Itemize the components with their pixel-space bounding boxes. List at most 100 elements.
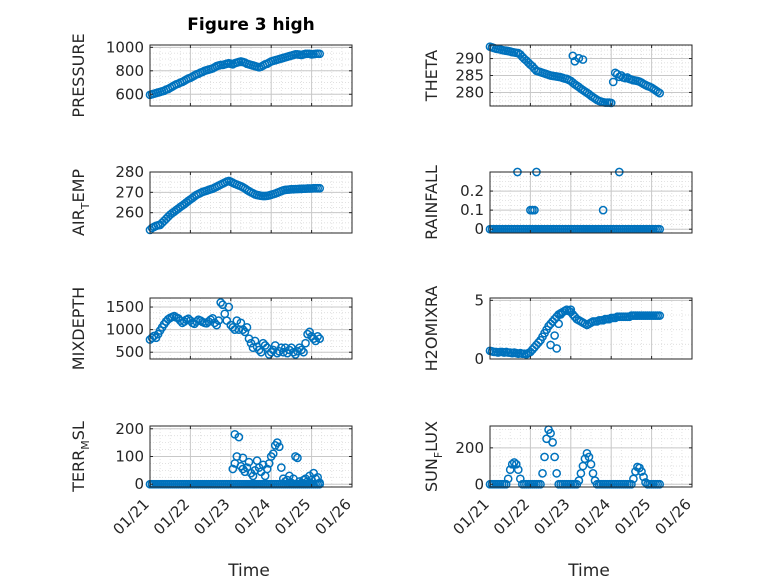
data-point (505, 465, 515, 475)
y-axis-label: SUNFLUX (422, 421, 445, 492)
y-tick-label: 290 (455, 50, 484, 68)
y-axis-label-main: AIR (69, 209, 88, 236)
y-axis-label-rest: SL (69, 421, 88, 440)
x-tick-label: 01/21 (450, 495, 493, 538)
x-tick-label: 01/24 (231, 495, 274, 538)
data-point (299, 475, 308, 485)
data-point (212, 320, 222, 330)
subplot-h2omixra: 0 5 H2OMIXRA (422, 286, 693, 372)
data-point (513, 465, 523, 475)
data-point (268, 449, 278, 459)
y-axis-label: MIXDEPTH (69, 287, 88, 370)
data-point (289, 347, 298, 357)
data-point (566, 305, 576, 315)
data-series (145, 298, 325, 359)
x-tick-label: 01/25 (611, 495, 654, 538)
data-series (485, 305, 665, 359)
y-tick-label: 1000 (106, 321, 144, 339)
y-axis-label: H2OMIXRA (422, 286, 441, 372)
subplot-pressure: 600 800 1000 PRESSURE (69, 33, 353, 118)
data-point (238, 464, 248, 474)
axes-box (489, 171, 693, 234)
y-axis-label-main: PRESSURE (69, 33, 88, 117)
y-axis-label: TERRMSL (69, 421, 92, 493)
data-point (548, 438, 557, 447)
data-point (147, 333, 157, 343)
data-point (234, 432, 244, 442)
x-tick-label: 01/25 (271, 495, 314, 538)
data-point (655, 88, 665, 98)
data-point (230, 325, 240, 334)
data-point (175, 316, 185, 325)
subplot-air_temp: 260 270 280 AIRTEMP (69, 163, 353, 236)
data-point (542, 434, 551, 444)
data-point (637, 467, 646, 476)
data-series (145, 429, 325, 489)
y-tick-label: 285 (455, 67, 484, 85)
y-axis-label-main: RAINFALL (422, 165, 441, 240)
x-tick-label: 01/24 (571, 495, 614, 538)
data-point (627, 479, 636, 489)
data-point (315, 334, 325, 344)
data-point (248, 471, 258, 481)
data-point (586, 459, 596, 469)
data-point (244, 457, 254, 467)
data-point (639, 472, 648, 482)
y-axis-label-rest: LUX (422, 421, 441, 452)
data-point (530, 205, 539, 215)
data-point (511, 459, 521, 469)
y-tick-label: 280 (115, 163, 144, 181)
data-point (534, 338, 543, 347)
data-point (315, 183, 325, 193)
y-axis-label-main: THETA (422, 50, 441, 102)
data-point (303, 477, 312, 486)
data-point (276, 463, 286, 472)
data-point (305, 327, 314, 337)
data-point (655, 311, 665, 320)
y-axis-label: PRESSURE (69, 33, 88, 117)
data-series (485, 42, 665, 108)
y-tick-label: 5 (474, 291, 484, 309)
axes-box (489, 425, 693, 488)
y-axis-label-main: MIXDEPTH (69, 287, 88, 370)
data-point (315, 478, 325, 488)
y-tick-label: 0 (474, 350, 484, 368)
data-series (145, 176, 325, 235)
x-tick-label: 01/23 (530, 495, 573, 538)
axes-box (149, 297, 353, 360)
y-axis-label-main: TERR (69, 450, 88, 493)
data-point (272, 348, 282, 358)
data-point (254, 345, 264, 355)
axes-box (489, 297, 693, 360)
data-point (216, 298, 226, 307)
data-point (297, 345, 306, 355)
y-axis-label-subscript: T (79, 202, 92, 210)
data-point (538, 468, 547, 478)
data-point (578, 55, 588, 64)
axes-box (149, 44, 353, 107)
y-tick-label: 200 (455, 439, 484, 457)
data-point (536, 479, 545, 489)
data-point (550, 452, 559, 462)
data-point (313, 472, 323, 482)
y-tick-label: 0 (474, 220, 484, 238)
data-point (552, 344, 562, 353)
data-point (554, 319, 564, 329)
y-axis-label: RAINFALL (422, 165, 441, 240)
data-point (313, 332, 323, 341)
data-point (238, 453, 248, 463)
data-point (653, 87, 663, 97)
data-point (580, 454, 590, 464)
data-point (546, 428, 555, 438)
data-series (485, 425, 665, 489)
data-point (287, 343, 296, 353)
data-point (574, 53, 584, 63)
data-point (540, 452, 549, 462)
y-tick-label: 1000 (106, 38, 144, 56)
y-tick-label: 600 (115, 85, 144, 103)
x-tick-label: 01/21 (110, 495, 153, 538)
